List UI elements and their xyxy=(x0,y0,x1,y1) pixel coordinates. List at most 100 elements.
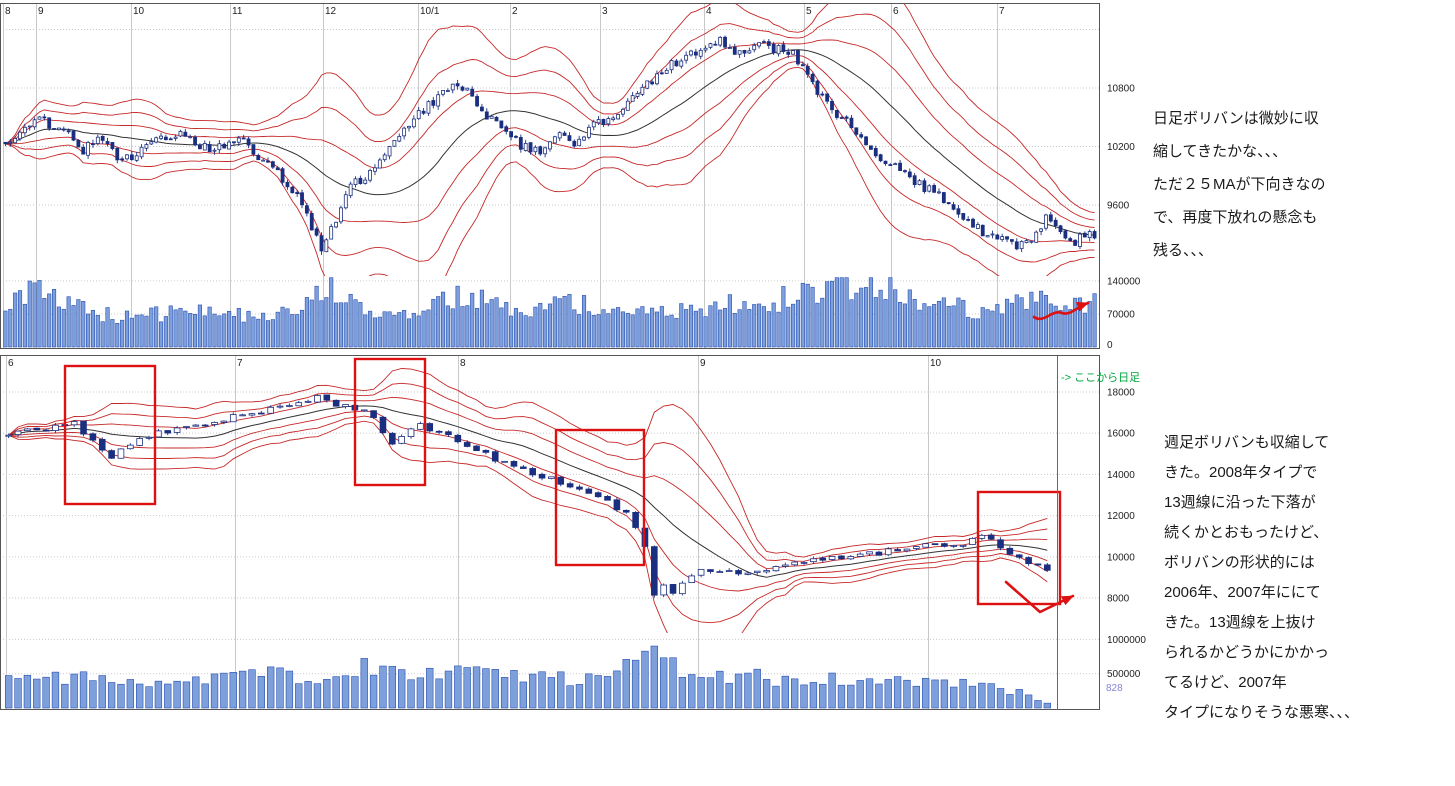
volume-bar xyxy=(8,308,13,348)
candle-body xyxy=(134,155,139,161)
candle-body xyxy=(961,213,966,220)
candle-body xyxy=(61,128,66,131)
candle-body xyxy=(838,555,845,560)
candle-body xyxy=(407,125,411,129)
candle-body xyxy=(951,204,956,210)
volume-bar xyxy=(734,673,743,709)
volume-bar xyxy=(500,677,509,709)
volume-bar xyxy=(52,288,57,348)
candle-body xyxy=(436,94,441,107)
candle-body xyxy=(523,143,528,151)
candle-body xyxy=(286,405,293,407)
candle-body xyxy=(42,116,47,119)
volume-bar xyxy=(231,316,237,348)
candle-body xyxy=(834,109,839,118)
volume-bar xyxy=(304,297,309,348)
volume-bar xyxy=(931,679,939,709)
volume-bar xyxy=(89,680,97,709)
candle-body xyxy=(828,556,836,560)
x-axis-label: 2 xyxy=(512,6,518,17)
candle-body xyxy=(8,141,13,144)
note-line: で、再度下放れの懸念も xyxy=(1153,209,1318,226)
candle-body xyxy=(708,43,713,48)
candle-body xyxy=(445,431,452,435)
candle-body xyxy=(819,557,827,561)
volume-bar xyxy=(674,317,679,348)
volume-bar xyxy=(411,312,416,348)
weekly-price-area xyxy=(5,368,1051,633)
volume-bar xyxy=(941,297,946,348)
volume-bar xyxy=(70,673,78,709)
volume-bar xyxy=(927,306,932,348)
volume-bar xyxy=(990,310,995,348)
x-axis-label: 10 xyxy=(930,358,942,369)
volume-bar xyxy=(178,307,183,348)
volume-bar xyxy=(212,313,217,348)
x-axis-label: 6 xyxy=(893,6,899,17)
candle-body xyxy=(382,154,387,161)
candle-body xyxy=(417,423,424,430)
volume-bar xyxy=(1024,694,1033,709)
candle-body xyxy=(856,553,864,557)
volume-bar xyxy=(566,685,574,709)
volume-bar xyxy=(236,307,241,348)
volume-bar xyxy=(528,316,533,348)
candle-body xyxy=(450,83,455,91)
volume-bar xyxy=(747,309,752,348)
candle-body xyxy=(232,141,236,144)
volume-bar xyxy=(324,297,329,348)
candle-body xyxy=(319,235,324,252)
volume-bar xyxy=(61,683,69,709)
candle-body xyxy=(13,138,18,144)
volume-bar xyxy=(893,676,902,709)
candle-body xyxy=(3,141,8,145)
volume-bar xyxy=(562,296,567,348)
volume-bar xyxy=(703,316,708,348)
note-line: タイプになりそうな悪寒、、、 xyxy=(1164,704,1360,721)
candle-body xyxy=(285,181,290,188)
candle-body xyxy=(290,186,295,194)
volume-bar xyxy=(387,311,392,348)
volume-bar xyxy=(688,304,694,348)
candle-body xyxy=(1063,230,1068,239)
price-axis-label: 16000 xyxy=(1107,429,1135,440)
note-line: 日足ボリバンは微妙に収 xyxy=(1153,110,1319,127)
candle-body xyxy=(202,143,207,151)
candle-body xyxy=(89,433,97,441)
volume-bar xyxy=(484,303,489,348)
volume-bar xyxy=(622,659,630,709)
candle-body xyxy=(744,572,752,575)
volume-bar xyxy=(192,676,200,709)
candle-body xyxy=(937,191,941,194)
x-axis-label: 3 xyxy=(602,6,608,17)
volume-bar xyxy=(265,320,271,348)
volume-bar xyxy=(868,277,873,348)
volume-bar xyxy=(844,277,849,348)
candle-body xyxy=(650,81,655,85)
candle-body xyxy=(389,432,396,445)
volume-bar xyxy=(482,668,490,709)
candle-body xyxy=(155,430,162,438)
candle-body xyxy=(596,119,601,124)
candle-body xyxy=(484,111,489,120)
volume-bar xyxy=(261,312,266,348)
candle-body xyxy=(604,496,611,501)
volume-bar xyxy=(454,665,462,709)
volume-bar xyxy=(693,310,698,348)
note-line: 2006年、2007年ににて xyxy=(1164,584,1321,601)
bollinger-upper-2sigma xyxy=(8,382,1048,562)
volume-axis-label: 1000000 xyxy=(1107,635,1146,646)
volume-bar xyxy=(280,306,285,348)
volume-bar xyxy=(641,650,649,709)
volume-bar xyxy=(611,308,616,348)
volume-bar xyxy=(421,310,426,348)
candle-body xyxy=(267,406,274,414)
x-axis-label: 9 xyxy=(38,6,44,17)
candle-body xyxy=(499,120,504,129)
daily-volume-bars xyxy=(3,277,1097,348)
candle-body xyxy=(950,545,958,547)
volume-bar xyxy=(197,304,202,348)
volume-bar xyxy=(781,675,789,709)
volume-bar xyxy=(202,315,207,348)
candle-body xyxy=(463,442,471,447)
